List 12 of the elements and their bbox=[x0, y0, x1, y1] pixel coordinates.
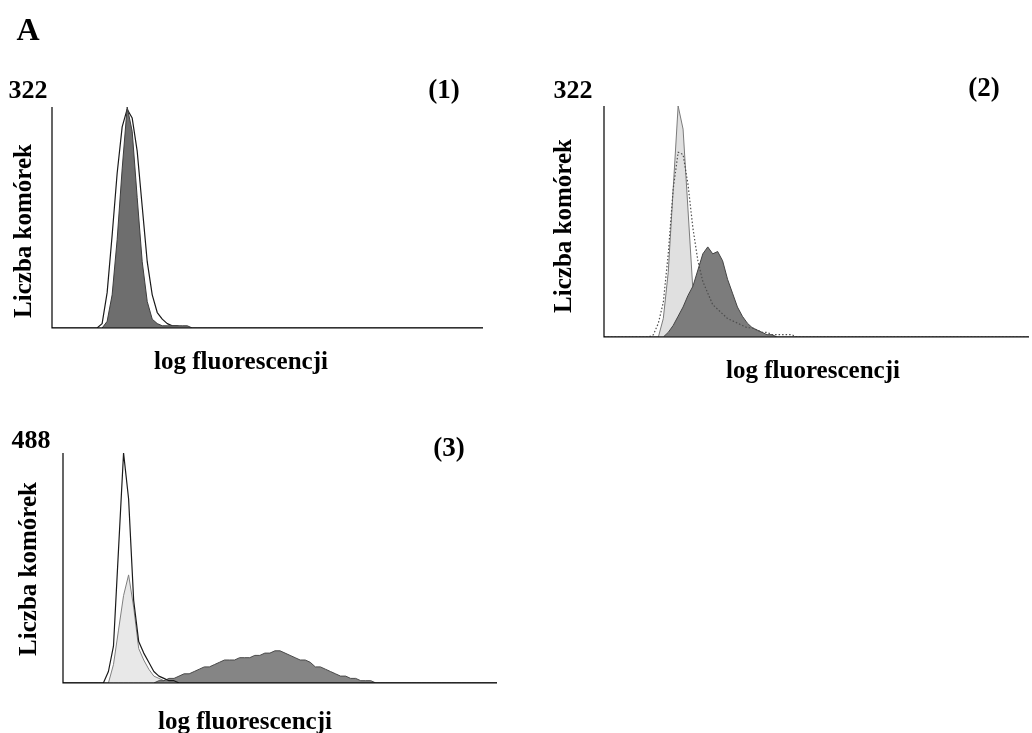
x-axis-title: log fluorescencji bbox=[154, 346, 328, 374]
text: 488 bbox=[11, 425, 51, 454]
chart-title: (2) bbox=[968, 71, 1000, 102]
chart-title: (3) bbox=[433, 431, 465, 462]
y-axis-title: Liczba komórek bbox=[13, 482, 41, 656]
chart-title: (1) bbox=[428, 73, 460, 104]
x-axis-title: log fluorescencji bbox=[726, 355, 900, 383]
text: A bbox=[16, 11, 40, 47]
y-axis-title: Liczba komórek bbox=[8, 144, 36, 318]
y-axis-title: Liczba komórek bbox=[548, 139, 576, 313]
text: 322 bbox=[8, 75, 48, 104]
text: 322 bbox=[553, 75, 593, 104]
